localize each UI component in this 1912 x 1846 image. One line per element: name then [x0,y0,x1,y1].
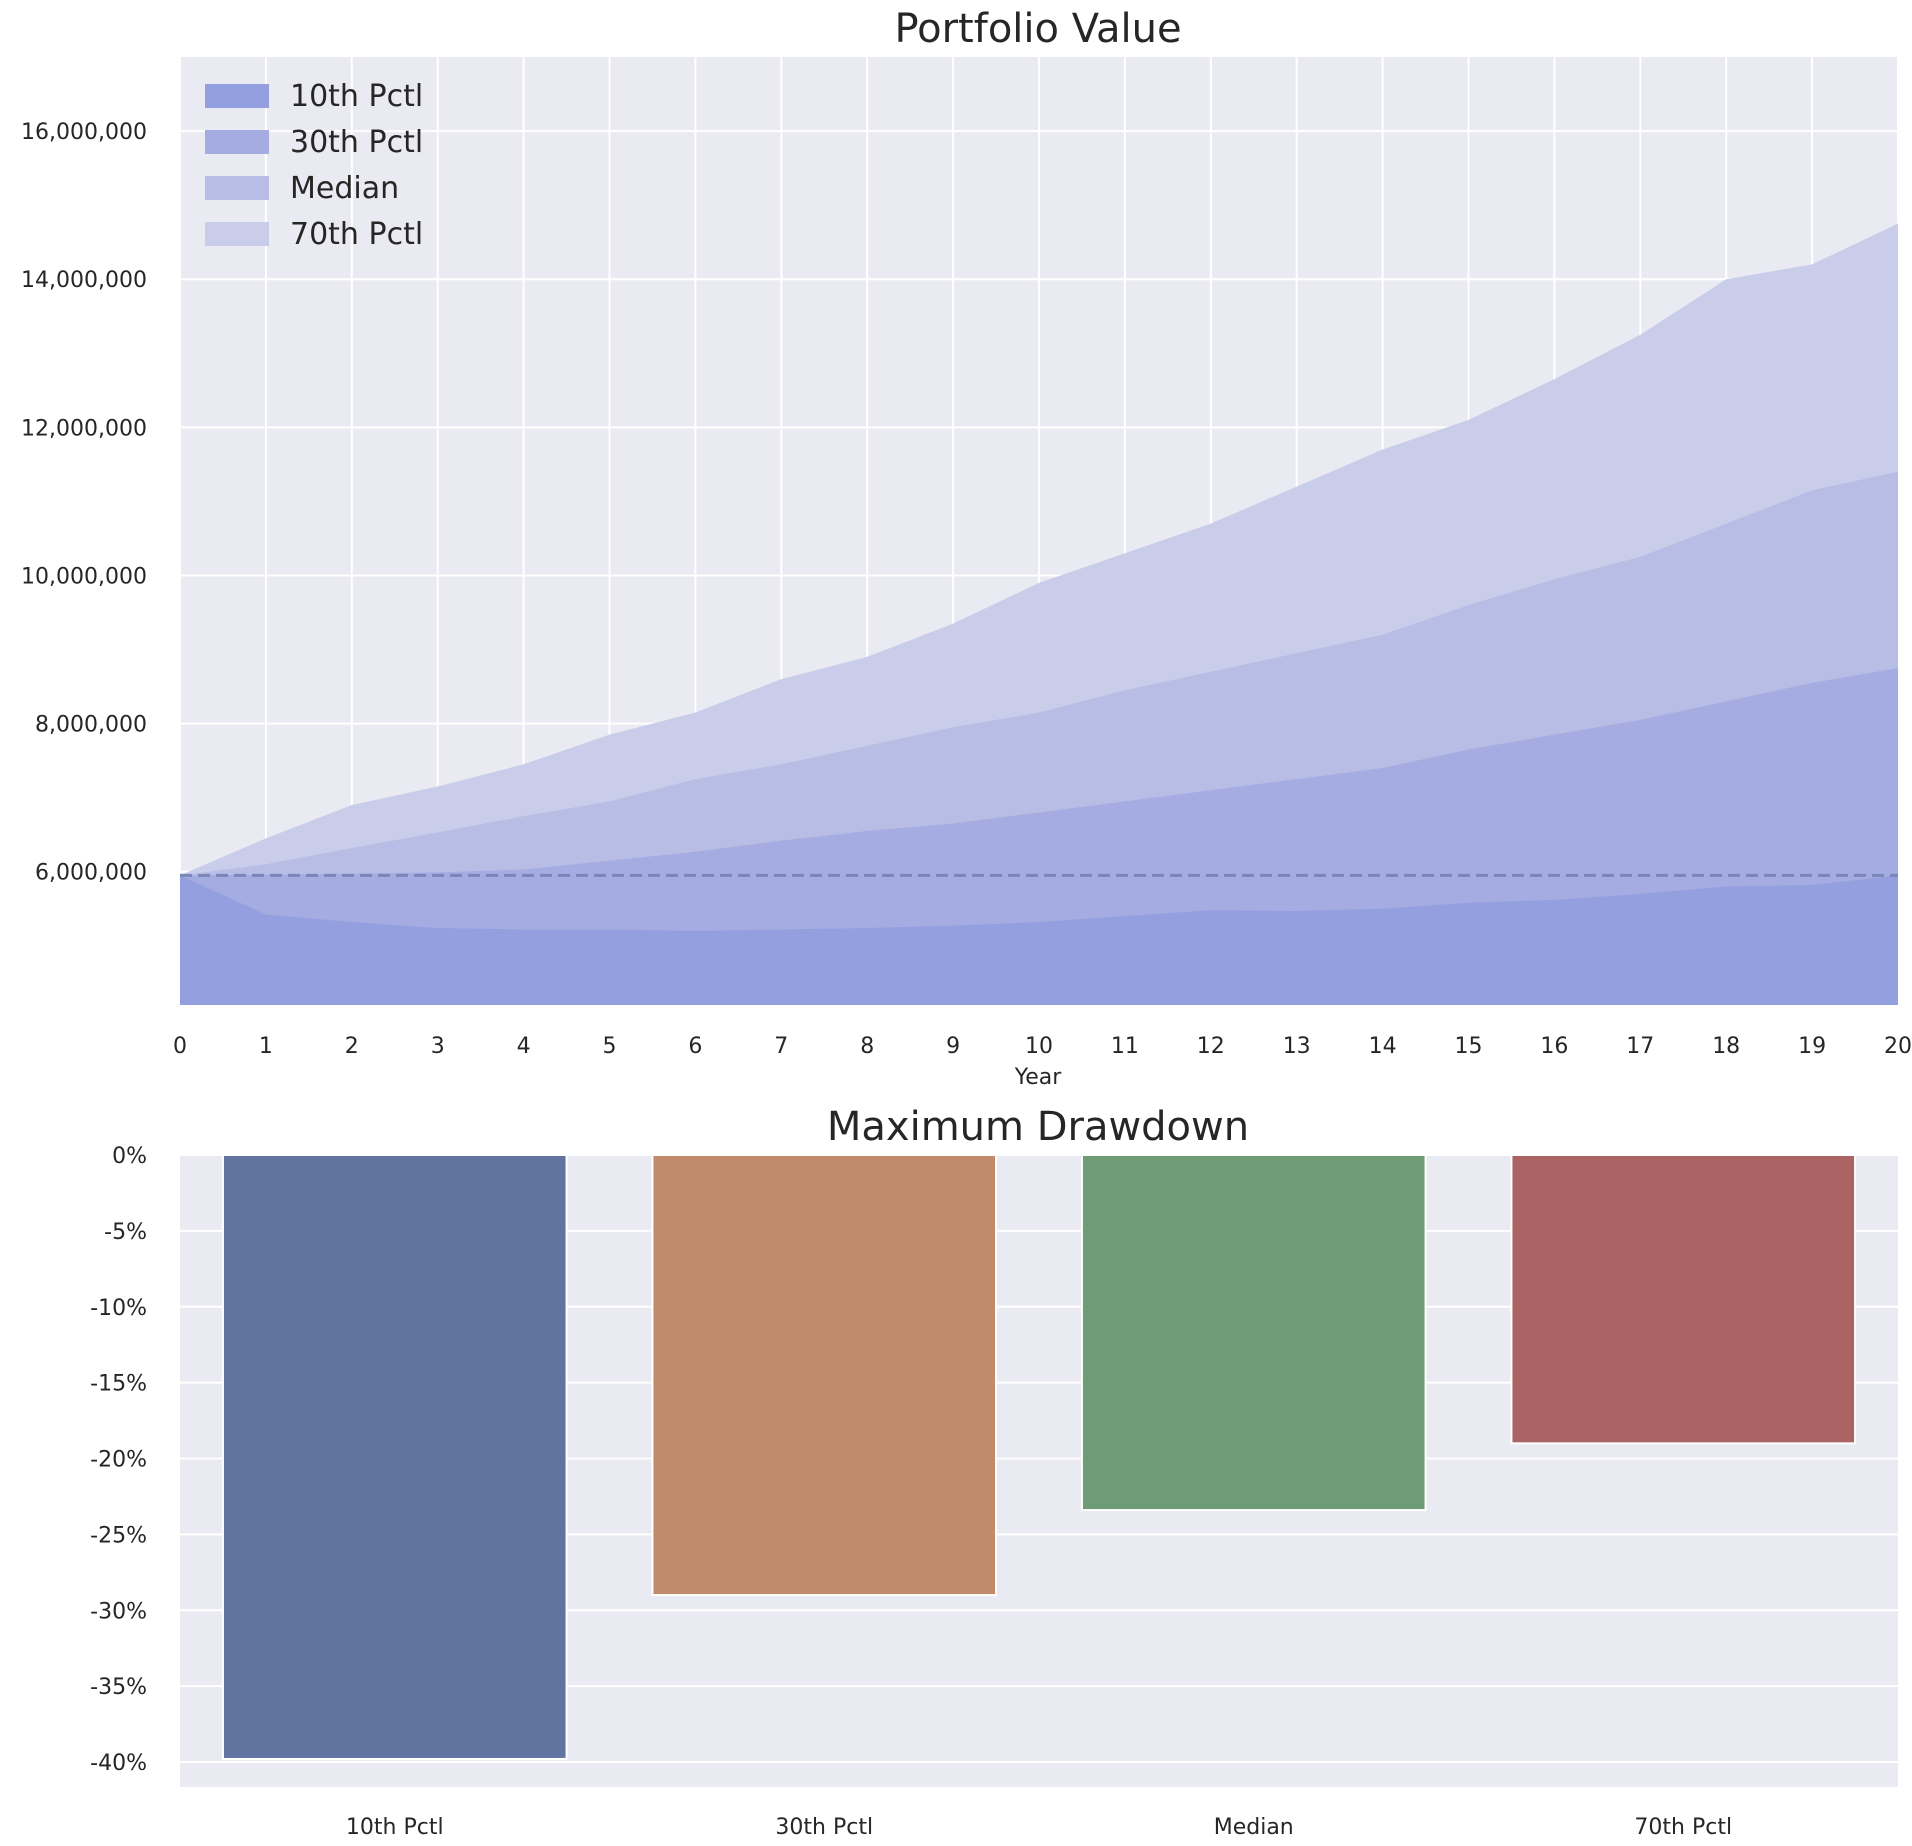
y-tick-label: 14,000,000 [21,268,147,293]
y-tick-label: 8,000,000 [35,713,147,738]
y-tick-label: 12,000,000 [21,416,147,441]
x-tick-label: Median [1214,1815,1294,1840]
x-tick-label: 1 [259,1034,273,1059]
x-tick-label: 6 [688,1034,702,1059]
y-tick-label: -30% [90,1599,147,1624]
portfolio-value-chart: 6,000,0008,000,00010,000,00012,000,00014… [21,6,1912,1090]
legend-label: Median [290,171,399,206]
legend-swatch [205,84,269,108]
legend-label: 10th Pctl [290,79,423,114]
portfolio-areas [180,223,1898,1005]
x-tick-label: 70th Pctl [1634,1815,1732,1840]
legend-label: 70th Pctl [290,217,423,252]
legend-swatch [205,176,269,200]
portfolio-legend: 10th Pctl 30th Pctl Median 70th Pctl [205,79,423,252]
x-tick-label: 2 [345,1034,359,1059]
x-tick-label: 3 [431,1034,445,1059]
drawdown-bar-70th-pctl [1510,1154,1857,1445]
x-tick-label: 0 [173,1034,187,1059]
x-tick-label: 18 [1712,1034,1740,1059]
x-tick-label: 10th Pctl [346,1815,444,1840]
y-tick-label: 16,000,000 [21,120,147,145]
x-tick-label: 19 [1798,1034,1826,1059]
area-10th-pctl [180,875,1898,1005]
drawdown-bar-10th-pctl [221,1154,568,1760]
drawdown-y-ticks: 0% -5% -10% -15% -20% -25% -30% -35% -40% [90,1144,147,1776]
x-tick-label: 17 [1626,1034,1654,1059]
portfolio-x-ticks: 0 1 2 3 4 5 6 7 8 9 10 11 12 13 14 15 16 17 18 19 20 [173,1034,1912,1059]
y-tick-label: -15% [90,1372,147,1397]
x-tick-label: 16 [1540,1034,1568,1059]
portfolio-y-ticks: 6,000,000 8,000,000 10,000,000 12,000,000 14… [21,120,147,886]
portfolio-title: Portfolio Value [894,6,1181,52]
drawdown-title: Maximum Drawdown [827,1104,1249,1150]
drawdown-bars [221,1154,1857,1760]
y-tick-label: -20% [90,1448,147,1473]
x-tick-label: 14 [1369,1034,1397,1059]
max-drawdown-chart: 0% -5% -10% -15% -20% -25% -30% -35% -40% 10th P… [90,1104,1898,1840]
x-tick-label: 10 [1025,1034,1053,1059]
drawdown-x-ticks: 10th Pctl 30th Pctl Median 70th Pctl [346,1815,1732,1840]
x-tick-label: 13 [1283,1034,1311,1059]
x-tick-label: 15 [1455,1034,1483,1059]
y-tick-label: -35% [90,1675,147,1700]
x-tick-label: 5 [603,1034,617,1059]
y-tick-label: 6,000,000 [35,861,147,886]
x-tick-label: 8 [860,1034,874,1059]
y-tick-label: 0% [112,1144,147,1169]
x-tick-label: 12 [1197,1034,1225,1059]
x-tick-label: 20 [1884,1034,1912,1059]
drawdown-bar-30th-pctl [651,1154,998,1597]
legend-swatch [205,222,269,246]
x-tick-label: 4 [517,1034,531,1059]
y-tick-label: -10% [90,1296,147,1321]
x-tick-label: 11 [1111,1034,1139,1059]
y-tick-label: 10,000,000 [21,564,147,589]
portfolio-x-axis-label: Year [1014,1065,1063,1090]
y-tick-label: -25% [90,1523,147,1548]
x-tick-label: 7 [774,1034,788,1059]
x-tick-label: 9 [946,1034,960,1059]
legend-swatch [205,130,269,154]
x-tick-label: 30th Pctl [775,1815,873,1840]
legend-label: 30th Pctl [290,125,423,160]
y-tick-label: -40% [90,1751,147,1776]
y-tick-label: -5% [104,1220,147,1245]
drawdown-bar-median [1080,1154,1427,1512]
